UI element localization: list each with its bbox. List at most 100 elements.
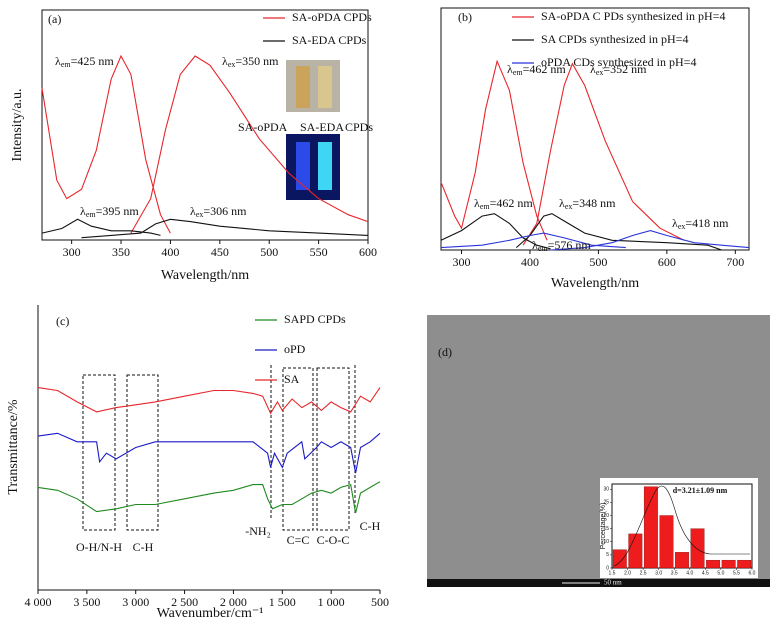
legend-label: SA CPDs synthesized in pH=4 (541, 32, 688, 46)
x-tick-label: 3 500 (73, 595, 100, 609)
annotation-symbol: λ (55, 54, 61, 68)
x-tick-label: 500 (589, 255, 607, 269)
panel-label: (a) (48, 12, 61, 26)
photo-label: SA-EDA (300, 120, 344, 134)
x-tick-label: 4 000 (25, 595, 52, 609)
annotation-subscript: ex (196, 210, 204, 219)
y-axis-label: Intensity/a.u. (10, 88, 25, 161)
legend-label: SA-EDA CPDs (292, 33, 367, 47)
spectrum-line (37, 481, 381, 514)
annotation-subscript: ex (565, 202, 573, 211)
x-tick-label: 3.0 (655, 570, 662, 576)
x-tick-label: 550 (310, 245, 328, 259)
vial (296, 66, 310, 108)
annotation: λex=352 nm (590, 62, 647, 77)
spectrum-line (440, 59, 548, 241)
annotation-subscript: ex (678, 222, 686, 231)
x-tick-label: 6.0 (749, 570, 756, 576)
legend-label: SAPD CPDs (284, 312, 346, 326)
band-label: C-H (360, 519, 381, 533)
panel-label: (d) (438, 345, 452, 359)
histogram-bar (706, 559, 721, 569)
y-axis-label: Percentage(%) (600, 503, 607, 550)
histogram-bar (643, 486, 658, 569)
histogram-bar (721, 559, 736, 569)
y-tick-label: 20 (603, 513, 609, 519)
x-tick-label: 2.0 (624, 570, 631, 576)
spectrum-line (37, 387, 381, 415)
y-tick-label: 5 (606, 552, 609, 558)
spectrum-line (515, 213, 722, 251)
annotation-subscript: ex (596, 68, 604, 77)
annotation-text: =462 nm (490, 196, 534, 210)
x-tick-label: 2 000 (220, 595, 247, 609)
panel-label: (c) (56, 314, 69, 328)
spectrum-line (522, 62, 685, 246)
legend-label: SA-oPDA CPDs (292, 10, 372, 24)
x-tick-label: 500 (371, 595, 389, 609)
annotation: λem=462 nm (474, 196, 533, 211)
vial (318, 142, 332, 190)
y-tick-label: 0 (606, 565, 609, 571)
x-axis-label: Wavelength/nm (551, 276, 639, 291)
annotation-subscript: em (480, 202, 491, 211)
annotation-text: =425 nm (71, 54, 115, 68)
annotation-symbol: λ (474, 196, 480, 210)
annotation-symbol: λ (507, 62, 513, 76)
annotation-text: =350 nm (235, 54, 279, 68)
annotation-symbol: λ (590, 62, 596, 76)
annotation-subscript: em (513, 68, 524, 77)
x-axis-label: Wavelength/nm (161, 268, 249, 283)
spectrum-line (41, 54, 171, 234)
panel-label: (b) (458, 10, 472, 24)
plot-frame (440, 7, 750, 251)
x-axis-label: Wavenumber/cm⁻¹ (157, 606, 264, 620)
x-tick-label: 5.5 (733, 570, 740, 576)
inset-annotation: d=3.21±1.09 nm (673, 486, 728, 495)
band-label: -NH₂ (245, 524, 271, 538)
annotation-text: =462 nm (523, 62, 567, 76)
histogram-bar (737, 559, 752, 569)
histogram-bar (675, 552, 689, 569)
x-tick-label: 600 (359, 245, 377, 259)
spectrum-line (81, 218, 369, 239)
spectrum-line (41, 218, 161, 236)
band-label: C-H (133, 540, 154, 554)
annotation-text: =352 nm (603, 62, 647, 76)
x-tick-label: 3.5 (671, 570, 678, 576)
annotation-symbol: λ (222, 54, 228, 68)
band-box (282, 367, 314, 531)
x-tick-label: 400 (521, 255, 539, 269)
photo-label: SA-oPDA (238, 120, 288, 134)
annotation-subscript: ex (228, 60, 236, 69)
y-tick-label: 15 (603, 526, 609, 532)
y-tick-label: 10 (603, 539, 609, 545)
legend-label: oPDA CDs synthesized in pH=4 (541, 55, 696, 69)
band-label: O-H/N-H (76, 540, 122, 554)
annotation-text: =395 nm (96, 204, 140, 218)
x-tick-label: 400 (161, 245, 179, 259)
legend-label: SA-oPDA C PDs synthesized in pH=4 (541, 9, 725, 23)
vial (318, 66, 332, 108)
vial (296, 142, 310, 190)
x-tick-label: 5.0 (717, 570, 724, 576)
x-tick-label: 600 (658, 255, 676, 269)
band-box (316, 367, 350, 531)
band-label: C=C (287, 533, 310, 547)
x-tick-label: 3 000 (122, 595, 149, 609)
annotation-text: =348 nm (572, 196, 616, 210)
annotation: λem=462 nm (507, 62, 566, 77)
annotation: λex=348 nm (559, 196, 616, 211)
band-box (82, 374, 116, 531)
legend-label: SA (284, 372, 300, 386)
spectrum-line (37, 432, 381, 474)
annotation-symbol: λ (672, 216, 678, 230)
annotation: λex=306 nm (190, 204, 247, 219)
band-label: C-O-C (317, 533, 350, 547)
plot-frame (41, 9, 369, 241)
photo-label: CPDs (345, 120, 373, 134)
annotation-text: =576 nm (548, 238, 592, 252)
x-tick-label: 700 (726, 255, 744, 269)
annotation: λex=418 nm (672, 216, 729, 231)
